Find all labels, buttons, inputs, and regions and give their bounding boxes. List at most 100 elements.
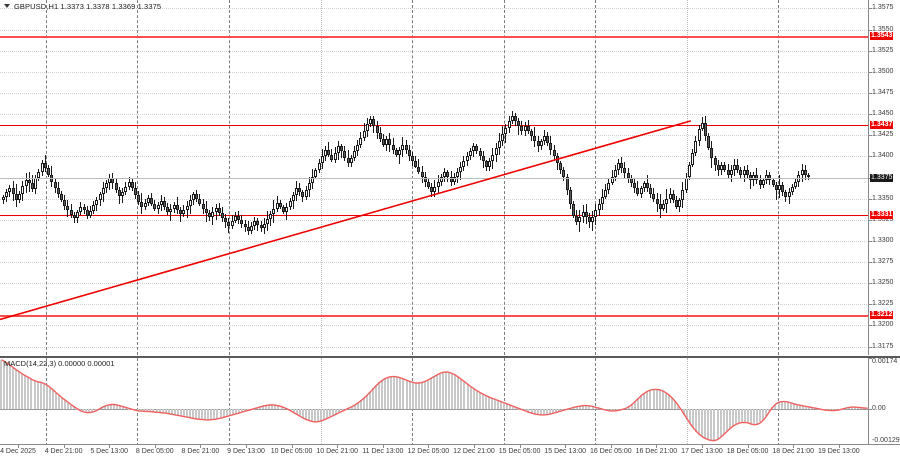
candlestick xyxy=(220,213,224,219)
price-level-line[interactable] xyxy=(0,214,869,216)
candlestick xyxy=(507,120,511,128)
macd-histogram-bar xyxy=(716,408,719,440)
candlestick xyxy=(101,188,105,195)
macd-histogram-bar xyxy=(338,408,341,413)
candlestick xyxy=(646,183,649,189)
candlestick xyxy=(317,163,321,170)
macd-histogram-bar xyxy=(228,408,231,416)
macd-histogram-bar xyxy=(753,408,756,425)
candlestick xyxy=(674,200,678,208)
price-level-label[interactable]: 1.3331 xyxy=(870,210,894,219)
macd-histogram-bar xyxy=(298,408,301,417)
candlestick xyxy=(655,198,659,204)
macd-histogram-bar xyxy=(143,408,146,412)
macd-histogram-bar xyxy=(698,408,701,435)
macd-histogram-bar xyxy=(689,408,692,425)
macd-histogram-bar xyxy=(70,405,73,409)
macd-histogram-bar xyxy=(500,401,503,409)
candlestick xyxy=(381,139,385,145)
candlestick xyxy=(745,169,749,175)
macd-histogram-bar xyxy=(710,408,713,441)
candlestick xyxy=(662,203,666,209)
macd-histogram-bar xyxy=(295,408,298,415)
macd-histogram-bar xyxy=(643,392,646,409)
candlestick xyxy=(191,194,195,201)
price-level-line[interactable] xyxy=(0,315,869,318)
candlestick xyxy=(459,166,463,172)
macd-histogram-bar xyxy=(707,408,710,440)
price-gridline xyxy=(0,283,869,285)
macd-histogram-bar xyxy=(140,408,143,412)
candlestick xyxy=(130,181,134,189)
candlestick xyxy=(784,191,788,197)
macd-histogram-bar xyxy=(762,408,765,420)
candlestick xyxy=(278,202,282,208)
candlestick xyxy=(349,158,353,164)
macd-plot-area[interactable] xyxy=(0,358,869,446)
price-chart-panel[interactable]: 1.3575 1.3550 1.3525 1.3500 1.3475 1.3450 1.34… xyxy=(0,0,900,355)
candlestick xyxy=(510,115,514,121)
price-axis-label: 1.3500 xyxy=(872,67,894,75)
macd-histogram-bar xyxy=(15,370,18,409)
macd-histogram-bar xyxy=(323,408,326,420)
candlestick xyxy=(285,207,289,213)
candlestick xyxy=(275,202,279,209)
macd-histogram-bar xyxy=(646,391,649,409)
price-level-label[interactable]: 1.3212 xyxy=(870,311,894,320)
candlestick xyxy=(288,201,292,208)
macd-histogram-bar xyxy=(609,408,612,411)
price-level-line[interactable] xyxy=(0,35,869,38)
candlestick xyxy=(588,217,592,223)
time-axis-label: 18 Dec 05:00 xyxy=(726,448,769,455)
macd-histogram-bar xyxy=(280,406,283,409)
price-axis-tick xyxy=(869,240,872,242)
macd-histogram-bar xyxy=(701,408,704,437)
candlestick xyxy=(678,200,682,208)
macd-histogram-bar xyxy=(743,408,746,423)
triangle-down-icon[interactable] xyxy=(4,4,10,8)
macd-histogram-bar xyxy=(91,408,94,413)
candlestick xyxy=(446,171,450,177)
macd-histogram-bar xyxy=(564,408,567,410)
candlestick xyxy=(172,204,176,209)
macd-histogram-bar xyxy=(201,408,204,420)
macd-histogram-bar xyxy=(750,408,753,425)
candlestick xyxy=(607,183,611,191)
price-axis-tick xyxy=(869,198,872,200)
candlestick xyxy=(790,186,794,192)
candlestick xyxy=(204,208,208,213)
macd-histogram-bar xyxy=(21,374,24,409)
macd-histogram-bar xyxy=(381,380,384,409)
trendline[interactable] xyxy=(0,120,692,321)
macd-histogram-bar xyxy=(9,365,12,409)
macd-histogram-bar xyxy=(216,408,219,419)
macd-indicator-panel[interactable]: 0.00174 0.00 -0.00129 MACD(14,22,3) 0.0000… xyxy=(0,356,900,447)
time-axis[interactable]: 4 Dec 2025 4 Dec 21:00 5 Dec 13:00 8 Dec 05… xyxy=(0,444,900,461)
candlestick xyxy=(433,186,437,192)
trendline-overlay[interactable] xyxy=(0,0,869,355)
price-axis[interactable]: 1.3575 1.3550 1.3525 1.3500 1.3475 1.3450 1.34… xyxy=(868,0,900,355)
macd-histogram-bar xyxy=(182,408,185,417)
time-axis-tick xyxy=(18,445,19,448)
price-level-label[interactable]: 1.3437 xyxy=(870,121,894,130)
candlestick xyxy=(11,187,15,195)
candlestick xyxy=(375,125,379,133)
macd-axis[interactable]: 0.00174 0.00 -0.00129 xyxy=(868,358,900,447)
macd-histogram-bar xyxy=(368,391,371,409)
candlestick xyxy=(620,163,624,169)
candlestick xyxy=(752,174,756,181)
price-axis-label: 1.3275 xyxy=(872,258,894,266)
price-level-line[interactable] xyxy=(0,125,869,127)
price-level-label[interactable]: 1.3543 xyxy=(870,31,894,40)
macd-histogram-bar xyxy=(423,381,426,409)
macd-histogram-bar xyxy=(692,408,695,429)
price-plot-area[interactable] xyxy=(0,0,869,355)
macd-histogram-bar xyxy=(18,372,21,409)
candlestick xyxy=(546,136,550,143)
candlestick xyxy=(369,119,373,125)
candlestick xyxy=(765,174,769,181)
candlestick xyxy=(43,163,47,169)
macd-axis-tick xyxy=(869,358,872,359)
macd-histogram-bar xyxy=(30,379,33,409)
macd-histogram-bar xyxy=(637,398,640,409)
